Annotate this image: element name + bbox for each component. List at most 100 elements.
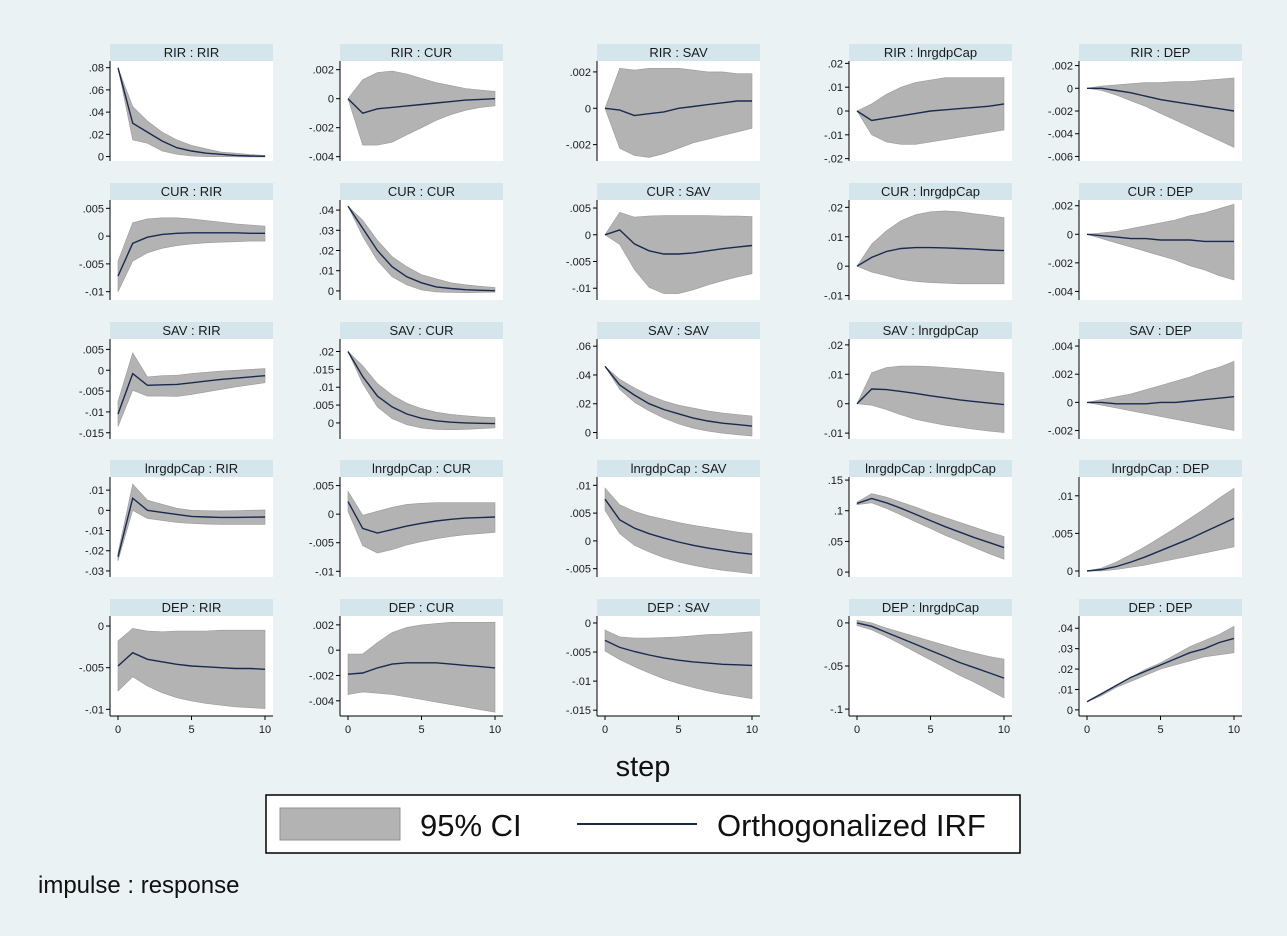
panel-title: lnrgdpCap : CUR <box>372 461 471 476</box>
panel-header <box>340 183 503 200</box>
y-tick-label: -.002 <box>309 670 334 682</box>
y-tick-label: .03 <box>319 225 334 237</box>
panel-header <box>110 599 273 616</box>
y-tick-label: 0 <box>1067 397 1073 409</box>
y-tick-label: 0 <box>98 152 104 164</box>
y-tick-label: 0 <box>1067 83 1073 95</box>
y-tick-label: -.005 <box>566 564 591 576</box>
y-tick-label: 0 <box>585 536 591 548</box>
y-tick-label: -.01 <box>572 676 591 688</box>
y-tick-label: 0 <box>1067 566 1073 578</box>
y-tick-label: 0 <box>837 106 843 118</box>
panel: SAV : CUR .02 .015 .01 .005 0 <box>313 322 503 439</box>
x-axis-label: step <box>616 751 671 783</box>
irf-line <box>604 229 753 255</box>
y-tick-label: 0 <box>1067 229 1073 241</box>
panel-title: DEP : CUR <box>389 600 455 615</box>
panel: DEP : lnrgdpCap 0 -.05 -.1 0 5 10 <box>824 599 1012 736</box>
y-tick-label: -.02 <box>85 546 104 558</box>
panel-title: CUR : SAV <box>646 184 710 199</box>
panel-header <box>110 460 273 477</box>
panel: lnrgdpCap : CUR .005 0 -.005 -.01 <box>309 460 503 578</box>
y-tick-label: .02 <box>1058 664 1073 676</box>
irf-line <box>117 232 265 277</box>
y-tick-label: -.005 <box>79 663 104 675</box>
y-tick-label: 0 <box>837 618 843 630</box>
y-tick-label: -.005 <box>309 538 334 550</box>
y-tick-label: 0 <box>98 365 104 377</box>
y-tick-label: 0 <box>328 94 334 106</box>
y-tick-label: -.002 <box>566 140 591 152</box>
panel: RIR : RIR .08 .06 .04 .02 0 <box>89 44 273 164</box>
ci-band <box>347 351 496 431</box>
panel-header <box>849 460 1012 477</box>
panel-title: lnrgdpCap : lnrgdpCap <box>865 461 996 476</box>
y-tick-label: -.01 <box>824 428 843 440</box>
y-tick-label: .01 <box>319 266 334 278</box>
panel-title: CUR : DEP <box>1128 184 1194 199</box>
panel-header <box>340 44 503 61</box>
y-tick-label: .002 <box>1052 61 1073 73</box>
irf-line <box>604 365 753 427</box>
irf-line <box>1086 517 1235 572</box>
y-tick-label: .02 <box>89 129 104 141</box>
panel: lnrgdpCap : lnrgdpCap .15 .1 .05 0 <box>828 460 1012 579</box>
panel: CUR : RIR .005 0 -.005 -.01 <box>79 183 273 300</box>
y-tick-label: .05 <box>828 536 843 548</box>
panel: lnrgdpCap : RIR .01 0 -.01 -.02 -.03 <box>85 460 273 578</box>
y-tick-label: .01 <box>828 232 843 244</box>
y-tick-label: 0 <box>328 418 334 430</box>
y-tick-label: -.01 <box>85 287 104 299</box>
panel-header <box>1079 460 1242 477</box>
panel: DEP : DEP .04 .03 .02 .01 00 5 10 <box>1058 599 1242 736</box>
panel-title: SAV : SAV <box>648 323 709 338</box>
y-tick-label: 0 <box>328 645 334 657</box>
panel: RIR : SAV .002 0 -.002 <box>566 44 760 161</box>
y-tick-label: .04 <box>89 107 104 119</box>
ci-band <box>1086 625 1235 702</box>
panel-title: RIR : lnrgdpCap <box>884 45 977 60</box>
y-tick-label: .005 <box>83 203 104 215</box>
y-tick-label: -.004 <box>1048 286 1073 298</box>
y-tick-label: 0 <box>328 509 334 521</box>
y-tick-label: .02 <box>319 347 334 359</box>
panel-header <box>849 322 1012 339</box>
irf-line <box>117 496 266 557</box>
irf-line <box>1086 233 1234 243</box>
panel: lnrgdpCap : SAV .01 .005 0 -.005 <box>566 460 760 577</box>
panel: lnrgdpCap : DEP .01 .005 0 <box>1052 460 1242 578</box>
irf-line <box>856 622 1005 679</box>
ci-band <box>856 365 1005 433</box>
x-tick-label: 0 <box>115 724 121 736</box>
x-tick-label: 5 <box>418 724 424 736</box>
panel: CUR : lnrgdpCap .02 .01 0 -.01 <box>824 183 1012 303</box>
y-tick-label: .08 <box>89 63 104 75</box>
y-tick-label: -.03 <box>85 566 104 578</box>
panel-header <box>110 44 273 61</box>
ci-band <box>1086 203 1235 281</box>
y-tick-label: -.015 <box>566 705 591 717</box>
ci-band <box>347 490 496 554</box>
y-tick-label: 0 <box>837 399 843 411</box>
panel-title: DEP : DEP <box>1128 600 1192 615</box>
y-tick-label: .02 <box>828 340 843 352</box>
irf-line <box>1087 87 1235 112</box>
y-tick-label: -.005 <box>566 647 591 659</box>
y-tick-label: -.006 <box>1048 151 1073 163</box>
panel-title: lnrgdpCap : SAV <box>631 461 727 476</box>
ci-band <box>856 493 1005 560</box>
panel-header <box>849 183 1012 200</box>
panel: SAV : RIR .005 0 -.005 -.01 -.015 <box>79 322 273 440</box>
y-tick-label: -.002 <box>1048 258 1073 270</box>
y-tick-label: .02 <box>319 246 334 258</box>
x-tick-label: 5 <box>675 724 681 736</box>
y-tick-label: .004 <box>1052 341 1073 353</box>
y-tick-label: -.01 <box>824 130 843 142</box>
panel-header <box>340 460 503 477</box>
y-tick-label: .005 <box>83 344 104 356</box>
y-tick-label: .04 <box>576 370 591 382</box>
y-tick-label: -.002 <box>309 123 334 135</box>
panel: SAV : SAV .06 .04 .02 0 <box>576 322 760 440</box>
legend-ci-swatch <box>279 807 401 841</box>
y-tick-label: 0 <box>328 286 334 298</box>
